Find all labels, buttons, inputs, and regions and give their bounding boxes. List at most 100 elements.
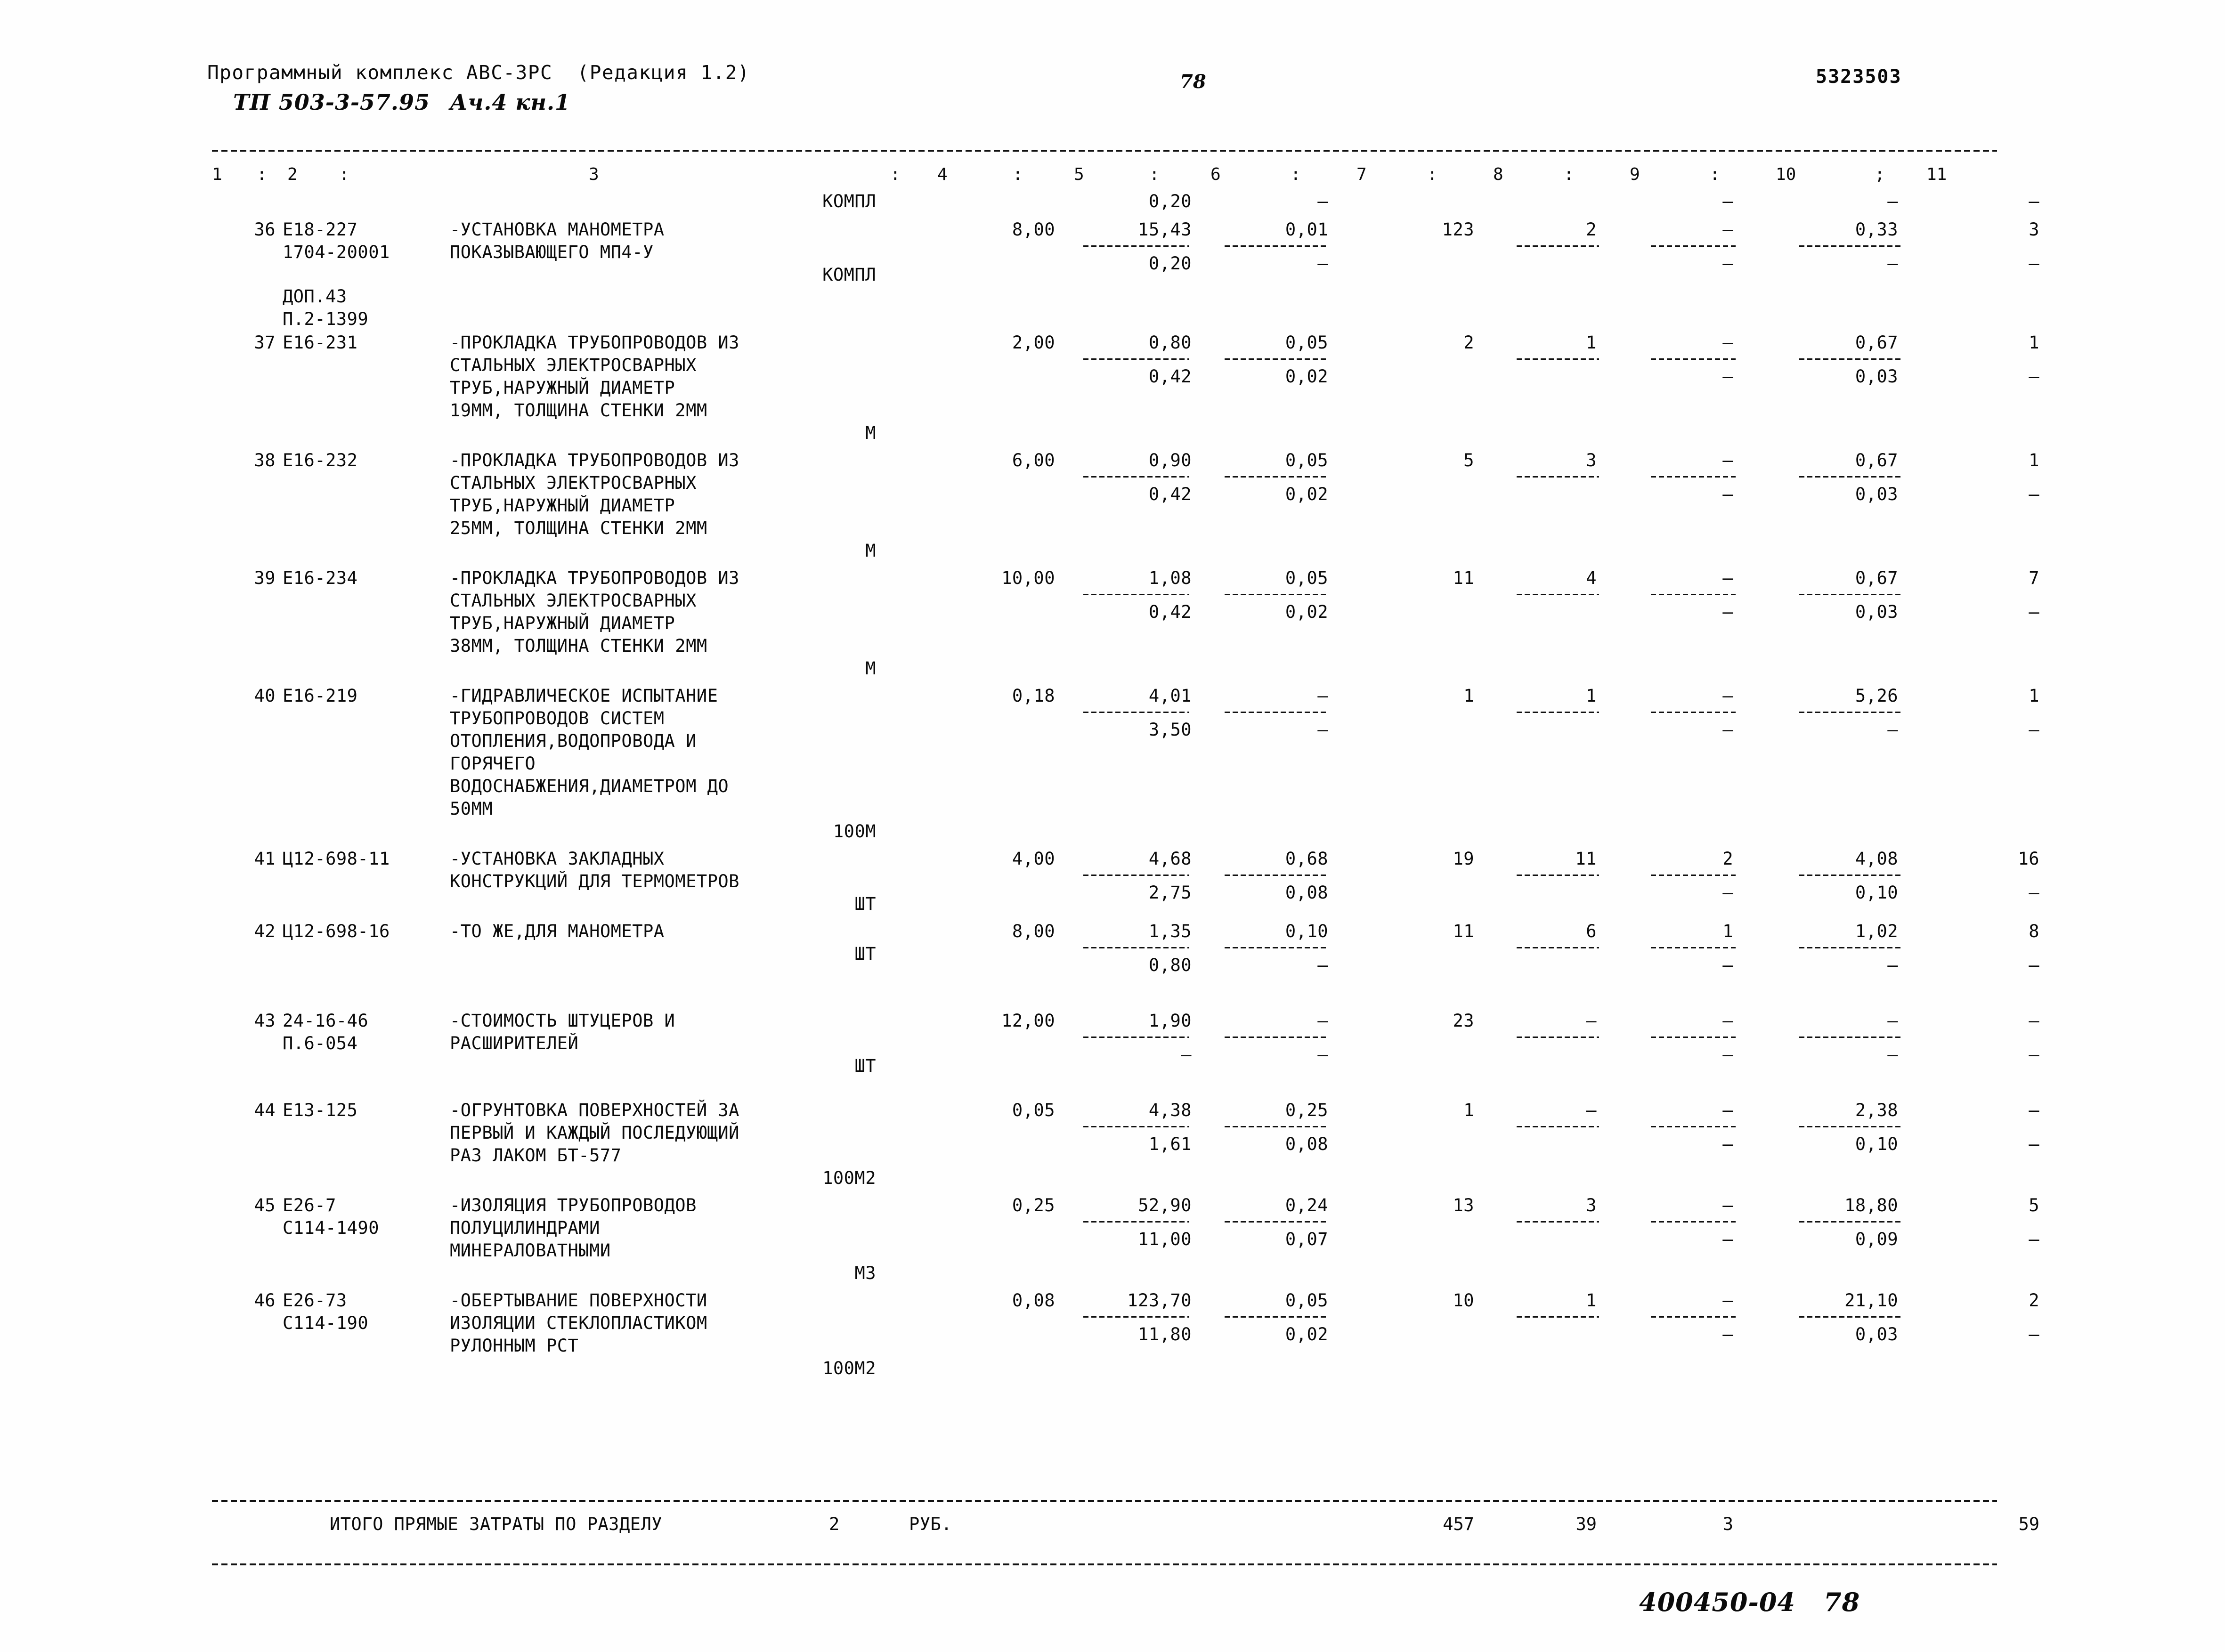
value-col6: 0,01 (1285, 219, 1328, 240)
total-section-number: 2 (829, 1514, 840, 1534)
value-col4: 8,00 (1012, 219, 1055, 240)
dashed-separator (1799, 594, 1900, 595)
subvalue-col6: – (1317, 1045, 1328, 1065)
dashed-separator (1651, 245, 1736, 247)
dashed-separator (1225, 1037, 1326, 1038)
row-code-1: Ц12-698-16 (283, 921, 390, 941)
value-col6: – (1317, 191, 1328, 211)
dashed-separator (1083, 1037, 1189, 1038)
value-col6: 0,05 (1285, 450, 1328, 470)
subvalue-col10: 0,09 (1855, 1229, 1898, 1249)
value-col6: – (1317, 686, 1328, 706)
value-col5: 0,80 (1148, 332, 1192, 353)
column-separator: : (890, 165, 901, 184)
value-col8: 1 (1586, 1290, 1597, 1311)
row-code-1: 24-16-46 (283, 1011, 369, 1031)
total-value-col7: 457 (1443, 1514, 1474, 1534)
column-number-10: 10 (1776, 165, 1796, 184)
subvalue-col10: 0,03 (1855, 1324, 1898, 1344)
dashed-separator (1225, 875, 1326, 876)
row-number: 38 (254, 450, 276, 470)
row-description-line: ТРУБ,НАРУЖНЫЙ ДИАМЕТР (450, 613, 675, 633)
row-number: 45 (254, 1195, 276, 1215)
dashed-separator (1651, 358, 1736, 360)
row-description-line: -ОБЕРТЫВАНИЕ ПОВЕРХНОСТИ (450, 1290, 707, 1311)
dashed-separator (1225, 1316, 1326, 1318)
value-col11: 7 (2029, 568, 2039, 588)
subvalue-col10: 0,10 (1855, 883, 1898, 903)
value-col9: – (1722, 686, 1733, 706)
row-number: 36 (254, 219, 276, 240)
dashed-separator (1799, 358, 1900, 360)
column-number-1: 1 (212, 165, 222, 184)
subvalue-col10: – (1887, 720, 1898, 740)
dashed-separator (1083, 947, 1189, 948)
dashed-separator (1083, 1221, 1189, 1223)
dashed-separator (1651, 947, 1736, 948)
value-col9: 2 (1722, 849, 1733, 869)
subvalue-col5: 0,42 (1148, 366, 1192, 387)
table-row: 38 Е16-232 -ПРОКЛАДКА ТРУБОПРОВОДОВ ИЗ СТАЛ… (0, 450, 2225, 567)
row-description-line: -ПРОКЛАДКА ТРУБОПРОВОДОВ ИЗ (450, 450, 739, 470)
row-description-line: -ИЗОЛЯЦИЯ ТРУБОПРОВОДОВ (450, 1195, 697, 1215)
handwritten-code: 400450-04 (1639, 1587, 1795, 1617)
value-col6: – (1317, 1011, 1328, 1031)
column-separator: : (257, 165, 267, 184)
page-number: 78 (1180, 71, 1206, 93)
dashed-separator (1799, 1316, 1900, 1318)
dashed-separator (1225, 712, 1326, 713)
subvalue-col6: 0,02 (1285, 602, 1328, 622)
column-separator: : (1149, 165, 1160, 184)
subvalue-col5: – (1181, 1045, 1192, 1065)
value-col4: 0,05 (1012, 1100, 1055, 1120)
column-separator: : (339, 165, 349, 184)
subvalue-col9: – (1722, 602, 1733, 622)
row-description-line: -УСТАНОВКА ЗАКЛАДНЫХ (450, 849, 665, 869)
dashed-separator (1083, 1316, 1189, 1318)
dashed-separator (1799, 1221, 1900, 1223)
value-col10: 0,67 (1855, 568, 1898, 588)
subvalue-col10: – (1887, 253, 1898, 274)
value-col8: 3 (1586, 1195, 1597, 1215)
subvalue-col6: 0,08 (1285, 1134, 1328, 1154)
row-description-line: -ГИДРАВЛИЧЕСКОЕ ИСПЫТАНИЕ (450, 686, 718, 706)
subvalue-col10: 0,10 (1855, 1134, 1898, 1154)
value-col5: 1,08 (1148, 568, 1192, 588)
dashed-separator (1651, 712, 1736, 713)
value-col7: 10 (1453, 1290, 1474, 1311)
row-description-line: ГОРЯЧЕГО (450, 753, 536, 774)
subvalue-col5: 11,00 (1138, 1229, 1192, 1249)
row-code-1: Е18-227 (283, 219, 358, 240)
row-description-line: РАЗ ЛАКОМ БТ-577 (450, 1145, 622, 1166)
dashed-separator (1799, 245, 1900, 247)
value-col10: 1,02 (1855, 921, 1898, 941)
value-col10: 0,67 (1855, 450, 1898, 470)
row-description-line: ПОЛУЦИЛИНДРАМИ (450, 1218, 600, 1238)
value-col10: 2,38 (1855, 1100, 1898, 1120)
total-value-col9: 3 (1722, 1514, 1733, 1534)
value-col10: 4,08 (1855, 849, 1898, 869)
subvalue-col10: 0,03 (1855, 602, 1898, 622)
column-number-11: 11 (1926, 165, 1947, 184)
row-code-1: Е13-125 (283, 1100, 358, 1120)
unit-label: М (865, 658, 876, 679)
value-col9: – (1722, 219, 1733, 240)
value-col8: – (1586, 1100, 1597, 1120)
value-col9: – (1722, 1290, 1733, 1311)
row-description-line: -ОГРУНТОВКА ПОВЕРХНОСТЕЙ ЗА (450, 1100, 739, 1120)
dashed-separator (1083, 1126, 1189, 1127)
subvalue-col6: 0,02 (1285, 484, 1328, 504)
value-col4: 10,00 (1001, 568, 1055, 588)
value-col7: 11 (1453, 921, 1474, 941)
subvalue-col11: – (2029, 366, 2039, 387)
subvalue-col9: – (1722, 366, 1733, 387)
dashed-separator (1517, 358, 1599, 360)
row-number: 44 (254, 1100, 276, 1120)
table-row: 44 Е13-125 -ОГРУНТОВКА ПОВЕРХНОСТЕЙ ЗА ПЕРВ… (0, 1100, 2225, 1195)
value-col4: 0,08 (1012, 1290, 1055, 1311)
unit-label: ШТ (854, 944, 876, 964)
total-value-col8: 39 (1575, 1514, 1597, 1534)
value-col10: – (1887, 191, 1898, 211)
subvalue-col6: 0,07 (1285, 1229, 1328, 1249)
value-col5: 1,35 (1148, 921, 1192, 941)
